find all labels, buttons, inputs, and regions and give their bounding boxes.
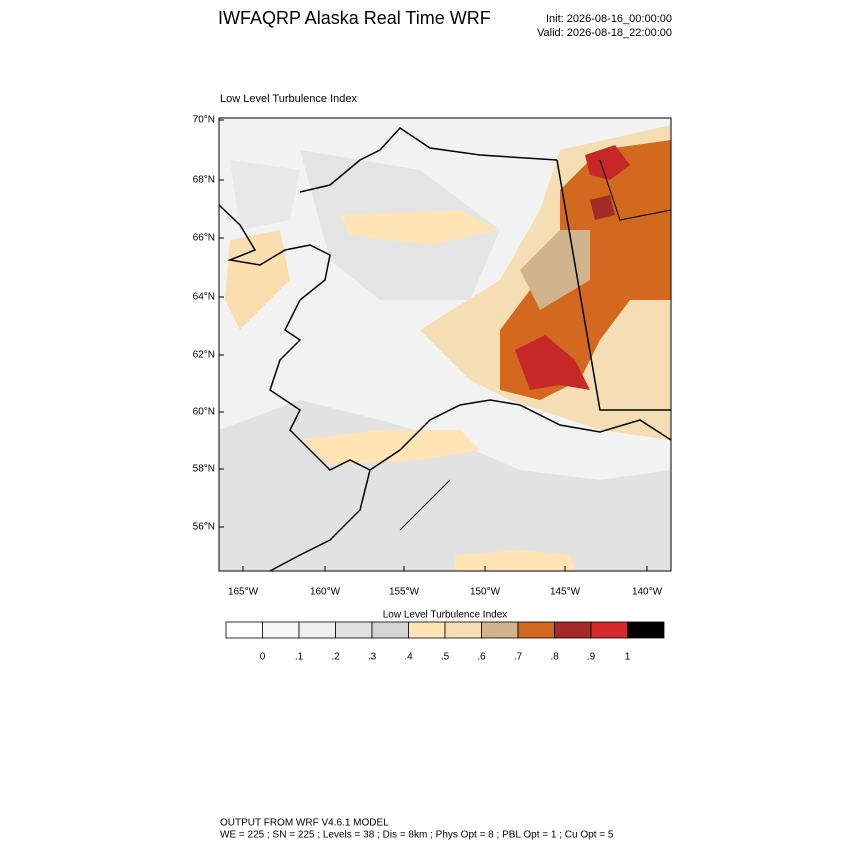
border xyxy=(556,159,671,411)
colorbar-label: .9 xyxy=(587,652,596,663)
colorbar-box xyxy=(481,621,519,639)
colorbar-label: .2 xyxy=(331,652,340,663)
lat-label: 70°N xyxy=(193,115,215,126)
lon-label: 155°W xyxy=(389,587,420,598)
init-time: Init: 2026-08-16_00:00:00 xyxy=(546,13,672,25)
map-frame xyxy=(218,117,672,572)
coastline xyxy=(369,399,671,471)
lat-label: 68°N xyxy=(193,175,215,186)
colorbar-label: .3 xyxy=(368,652,377,663)
colorbar-label: .8 xyxy=(550,652,559,663)
field-red xyxy=(585,145,630,180)
field-red xyxy=(515,335,590,390)
field-brown xyxy=(590,195,615,220)
coastline xyxy=(219,204,371,571)
colorbar-box xyxy=(590,621,628,639)
map-title: Low Level Turbulence Index xyxy=(220,93,357,105)
page-title: IWFAQRP Alaska Real Time WRF xyxy=(218,8,491,28)
colorbar-box xyxy=(627,621,665,639)
colorbar-box xyxy=(298,621,336,639)
colorbar-label: .6 xyxy=(477,652,486,663)
colorbar-box xyxy=(225,621,263,639)
field-tan xyxy=(340,210,500,245)
valid-time: Valid: 2026-08-18_22:00:00 xyxy=(537,27,672,39)
colorbar-box xyxy=(554,621,592,639)
field-tan xyxy=(455,550,575,571)
colorbar-box xyxy=(335,621,373,639)
lon-label: 145°W xyxy=(550,587,581,598)
colorbar-box xyxy=(408,621,446,639)
colorbar-label: .4 xyxy=(404,652,413,663)
lat-label: 66°N xyxy=(193,233,215,244)
lon-label: 140°W xyxy=(632,587,663,598)
map-field xyxy=(218,117,672,572)
colorbar-box xyxy=(444,621,482,639)
colorbar-label: .5 xyxy=(441,652,450,663)
coastline xyxy=(399,479,451,531)
colorbar-label: .7 xyxy=(514,652,523,663)
lon-label: 160°W xyxy=(310,587,341,598)
lat-label: 62°N xyxy=(193,350,215,361)
colorbar-title: Low Level Turbulence Index xyxy=(383,610,508,621)
lat-label: 60°N xyxy=(193,407,215,418)
border xyxy=(599,159,671,221)
lon-label: 165°W xyxy=(228,587,259,598)
colorbar-label: .1 xyxy=(295,652,304,663)
colorbar-box xyxy=(371,621,409,639)
colorbar-label: 1 xyxy=(625,652,631,663)
coastline xyxy=(299,127,558,193)
lat-label: 64°N xyxy=(193,292,215,303)
footer-line: WE = 225 ; SN = 225 ; Levels = 38 ; Dis … xyxy=(220,830,614,841)
lat-label: 56°N xyxy=(193,522,215,533)
colorbar-box xyxy=(262,621,300,639)
footer-line: OUTPUT FROM WRF V4.6.1 MODEL xyxy=(220,818,389,829)
lon-label: 150°W xyxy=(470,587,501,598)
lat-label: 58°N xyxy=(193,464,215,475)
colorbar-box xyxy=(517,621,555,639)
field-grey xyxy=(230,160,300,230)
field-tan xyxy=(300,430,480,465)
colorbar-label: 0 xyxy=(260,652,266,663)
